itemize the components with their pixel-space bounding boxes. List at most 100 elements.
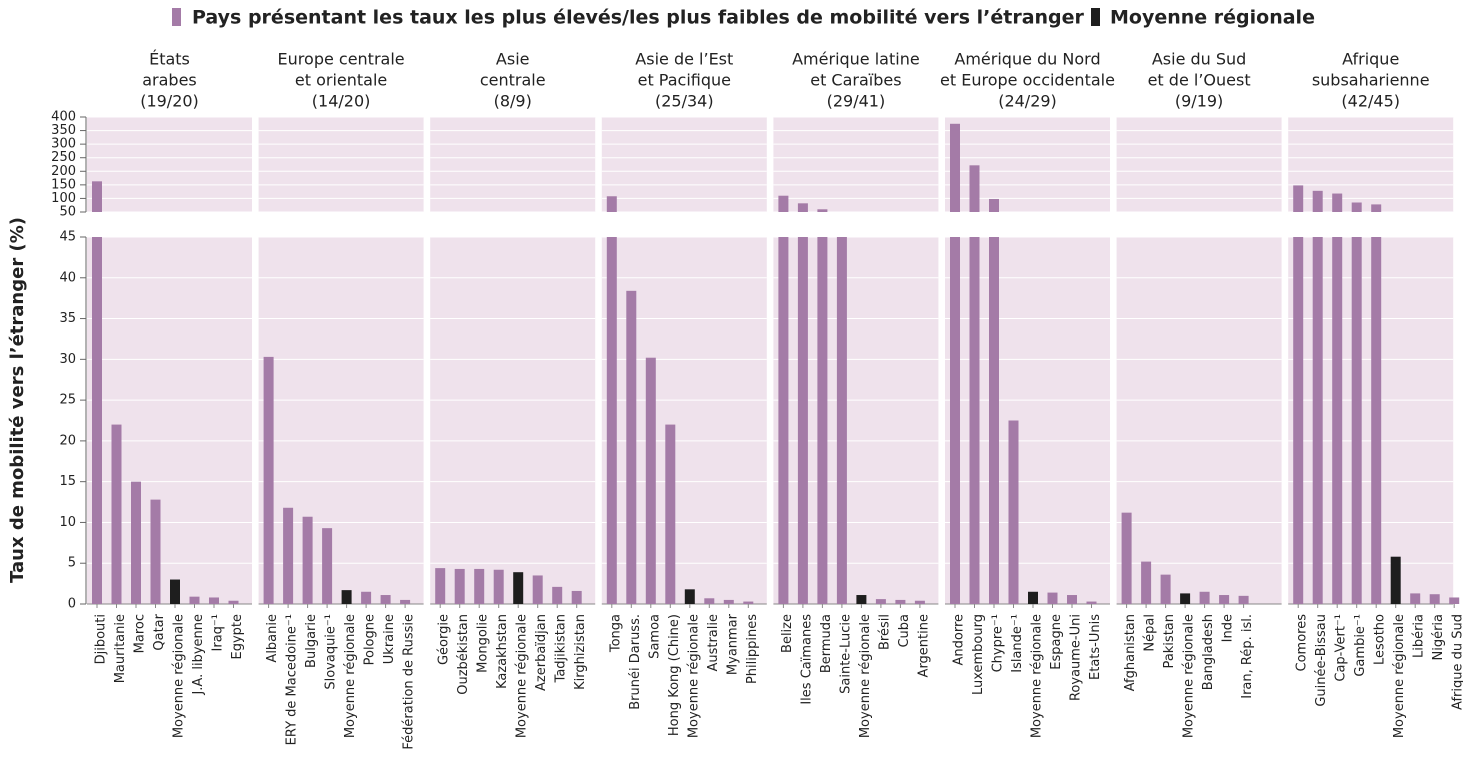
x-tick-label: Afrique du Sud [1451,614,1463,710]
x-tick-label: Tadjikistan [554,614,569,683]
bar [1410,593,1421,604]
bar [1121,512,1132,604]
x-tick-label: Bermuda [819,614,834,673]
y-tick-label: 40 [59,270,76,285]
bar [283,507,294,604]
x-tick-label: Géorgie [437,614,452,665]
x-tick-label: Azerbaïdjan [534,614,549,691]
y-tick-label: 45 [59,230,76,245]
bar [1293,237,1304,604]
panel-title: (19/20) [140,92,199,111]
bar [532,575,543,604]
x-tick-label: Belize [780,614,795,653]
bar [1312,237,1323,604]
x-tick-label: Espagne [1049,614,1064,670]
x-tick-label: Iles Caïmanes [799,614,814,705]
bar [131,481,141,604]
bar [665,424,676,604]
bar [92,237,102,604]
bar [1160,574,1171,604]
x-tick-label: Islande⁻¹ [1010,614,1025,673]
x-tick-label: Albanie [265,614,280,663]
bar [1312,190,1323,212]
panel-title: Europe centrale [278,50,405,69]
bar [1371,237,1382,604]
x-tick-label: Moyenne régionale [1030,614,1045,738]
x-tick-label: Moyenne régionale [1182,614,1197,738]
bar [1293,185,1304,212]
x-tick-label: Moyenne régionale [515,614,530,738]
bar [571,590,582,604]
bar [969,165,980,212]
bar [856,595,867,604]
bar [778,237,789,604]
bar [1449,597,1460,604]
bar [1199,591,1210,604]
bar [743,601,754,604]
bar [189,596,200,604]
panel-background [1116,237,1282,604]
x-tick-label: Sainte-Lucie [838,614,853,694]
bar [797,203,808,212]
bar [950,123,960,212]
panel-background [430,237,596,604]
x-tick-label: Mongolie [476,614,491,673]
bar [1429,594,1440,604]
legend-label: Moyenne régionale [1110,7,1315,29]
x-tick-label: Libéria [1412,614,1427,658]
x-tick-label: Etats-Unis [1088,614,1103,680]
panel-title: centrale [480,71,546,90]
panel-background [258,117,424,212]
y-tick-label: 300 [51,137,76,152]
panel-title: (8/9) [494,92,532,111]
panel-title: Asie du Sud [1152,50,1247,69]
bar [969,237,980,604]
bar [1086,601,1097,604]
panel-title: (29/41) [827,92,886,111]
bar [513,572,524,604]
bar [1238,595,1249,604]
x-tick-label: Brunéi Daruss. [628,614,643,710]
panel-background [601,117,767,212]
bar [1390,556,1401,604]
bar [263,356,274,604]
panel-background [430,117,596,212]
bar [150,499,161,604]
panel-title: et orientale [295,71,387,90]
panel-title: et Europe occidentale [940,71,1115,90]
bar [989,237,999,604]
x-tick-label: Egypte [230,614,245,660]
y-tick-label: 150 [51,177,76,192]
panel-background [1116,117,1282,212]
panel-title: et Caraïbes [810,71,901,90]
bar [950,237,960,604]
panel-title: États [149,50,190,69]
x-tick-label: Guinée-Bissau [1314,614,1329,707]
bar [645,357,656,604]
bar [606,196,617,212]
panel-title: (42/45) [1341,92,1400,111]
x-tick-label: Andorre [952,614,967,666]
bar [626,290,637,604]
x-tick-label: Hong Kong (Chine) [667,614,682,736]
y-tick-label: 10 [59,515,76,530]
x-tick-label: Ouzbékistan [456,614,471,695]
bar [914,600,925,604]
y-tick-label: 100 [51,191,76,206]
bar [170,579,180,604]
bar [322,528,333,604]
bar [435,568,446,604]
x-tick-label: Iran, Rép. isl. [1240,614,1255,699]
x-tick-label: Moyenne régionale [172,614,187,738]
bar [1351,202,1362,212]
x-tick-label: Pakistan [1162,614,1177,668]
bar [817,237,828,604]
bar [552,586,563,604]
x-tick-label: Gambie⁻¹ [1353,614,1368,677]
panel-title: Amérique latine [792,50,920,69]
x-tick-label: Philippines [745,614,760,684]
x-tick-label: Moyenne régionale [1392,614,1407,738]
y-tick-label: 400 [51,110,76,125]
x-tick-label: Moyenne régionale [343,614,358,738]
